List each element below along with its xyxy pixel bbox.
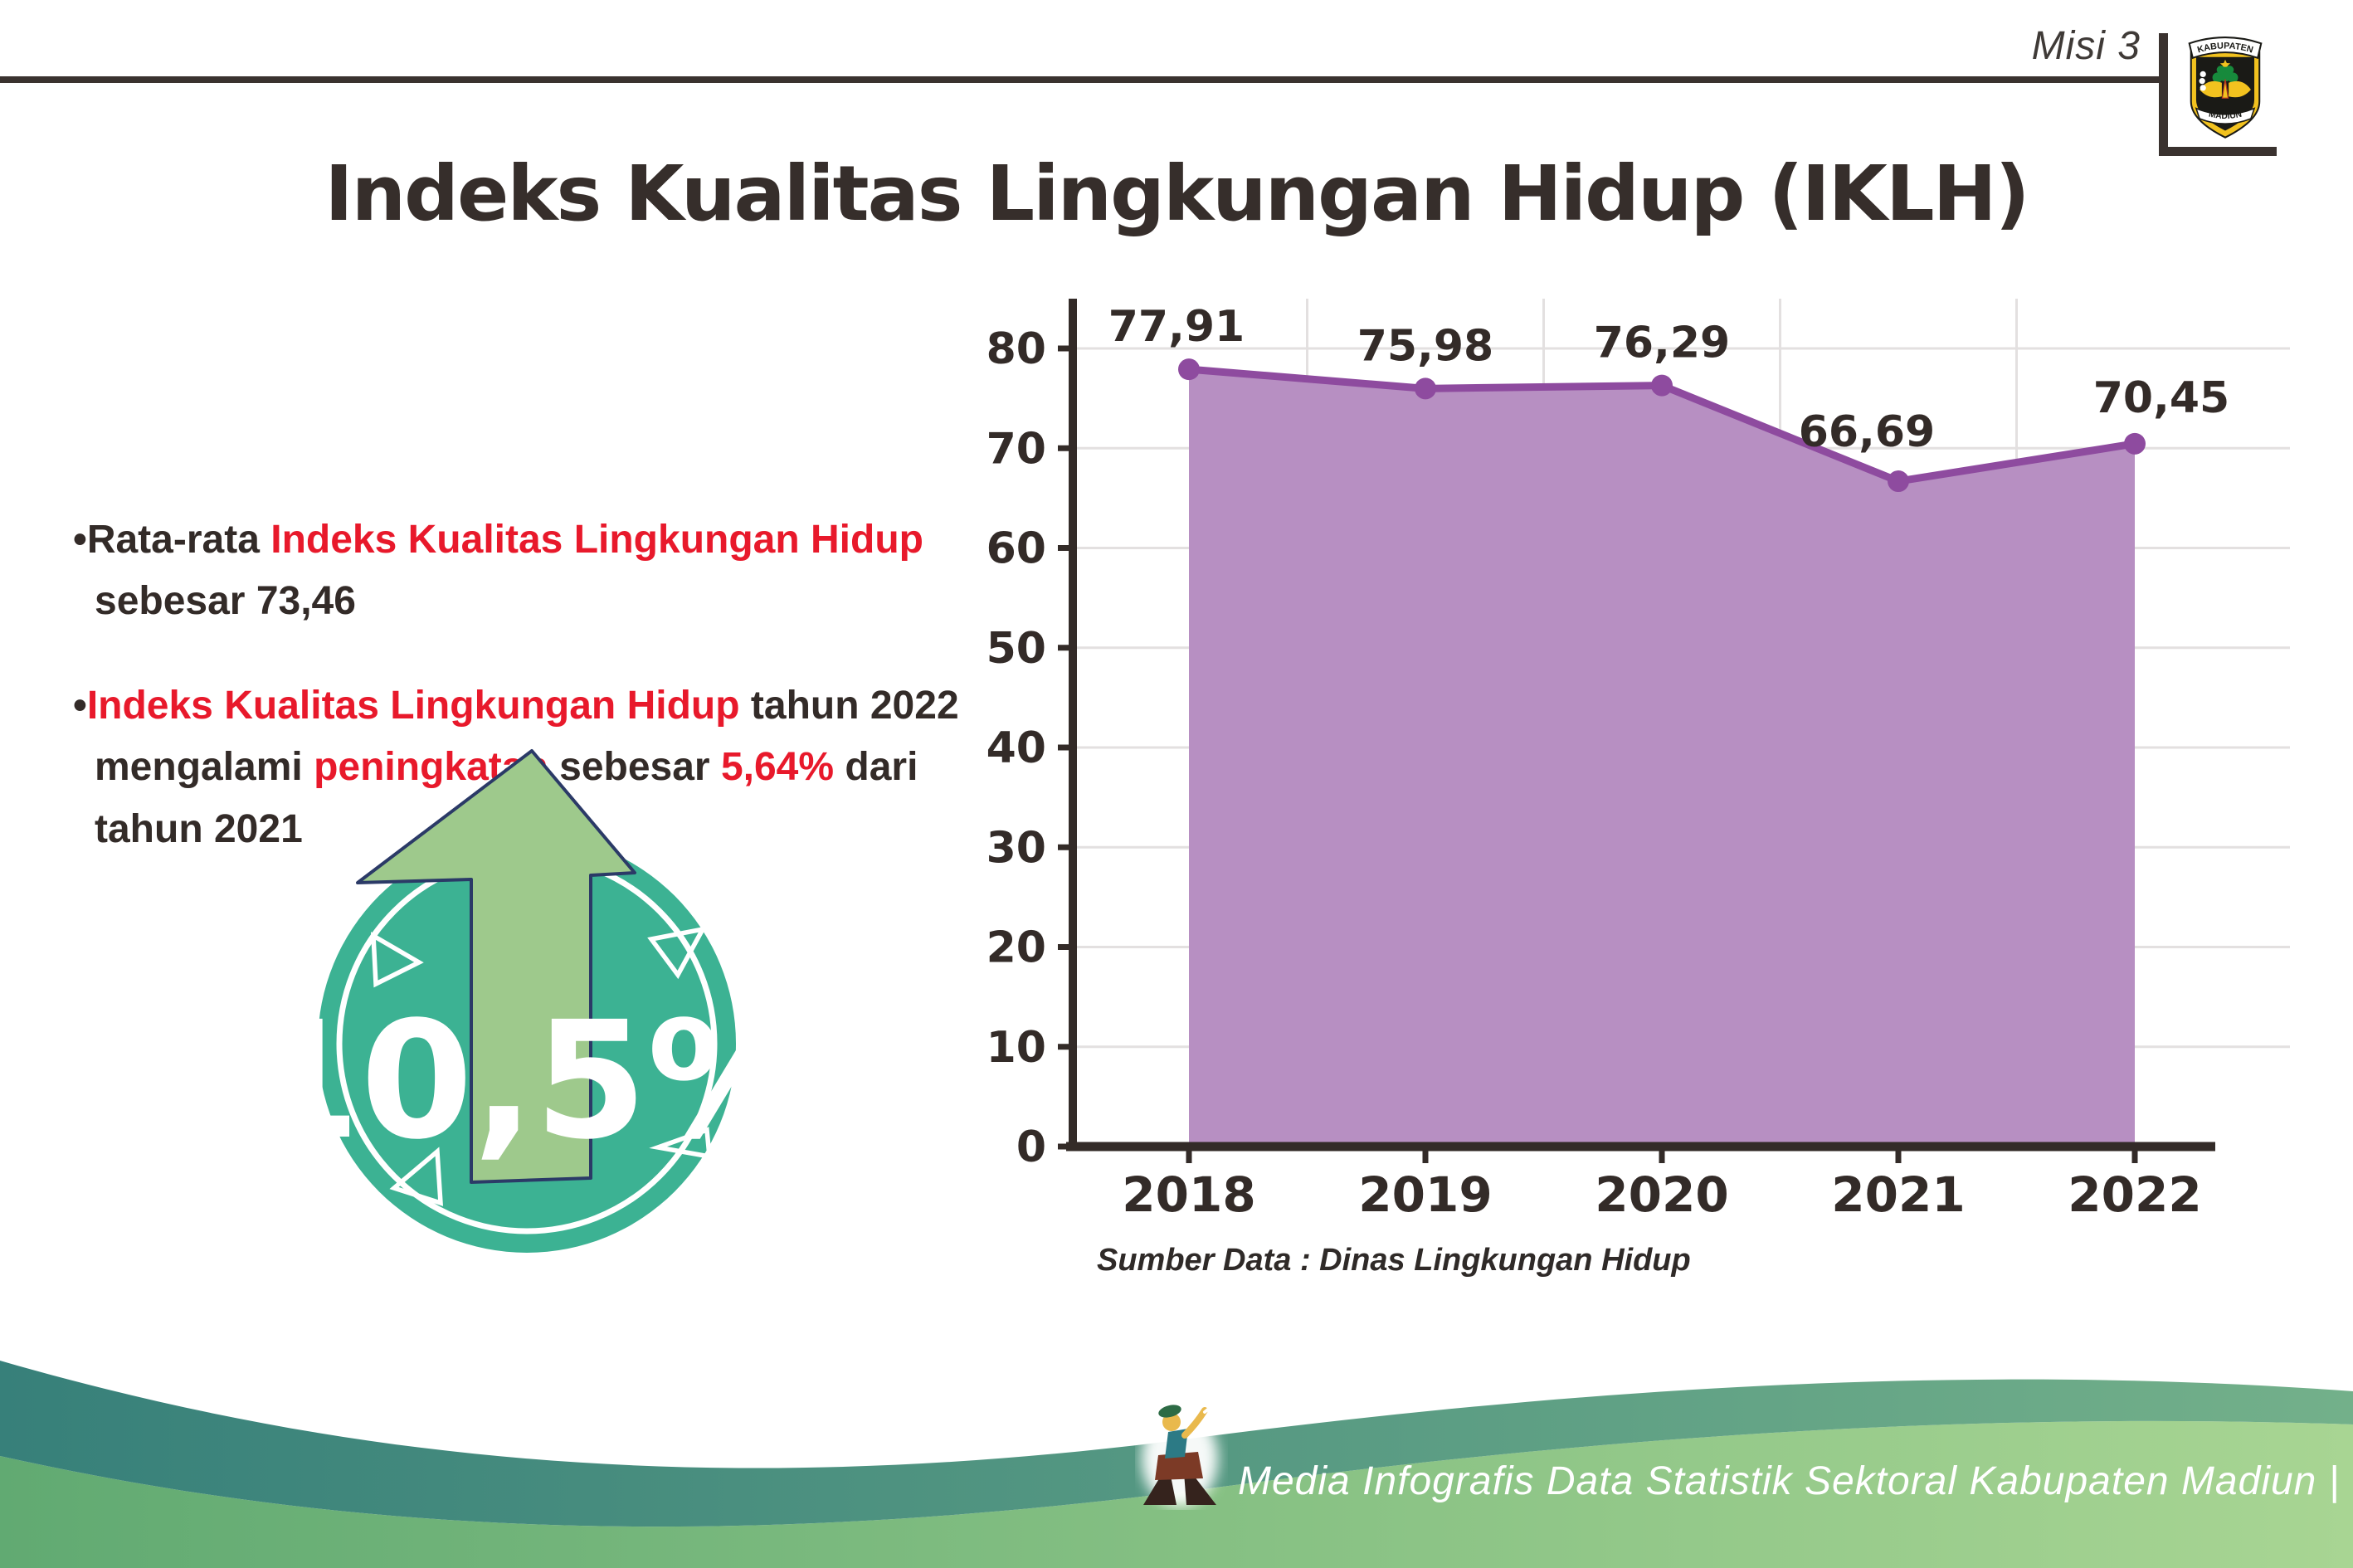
svg-text:2019: 2019: [1358, 1166, 1492, 1223]
svg-text:2020: 2020: [1595, 1166, 1728, 1223]
mascot-icon: [1142, 1404, 1218, 1507]
svg-text:20: 20: [987, 923, 1046, 973]
bullet-marker: •: [73, 684, 87, 728]
svg-text:KABUPATEN: KABUPATEN: [2196, 41, 2254, 55]
up-arrow-icon: [356, 749, 636, 1184]
chart-source-note: Sumber Data : Dinas Lingkungan Hidup: [1097, 1243, 1691, 1278]
header-rule: [0, 76, 2161, 83]
svg-text:10: 10: [987, 1023, 1046, 1073]
svg-text:0: 0: [1016, 1122, 1046, 1172]
svg-text:2021: 2021: [1831, 1166, 1965, 1223]
page-title: Indeks Kualitas Lingkungan Hidup (IKLH): [324, 149, 2029, 238]
logo-frame-horizontal: [2159, 147, 2277, 156]
badge-accent-triangle: [370, 932, 424, 988]
svg-text:50: 50: [987, 624, 1046, 674]
badge-accent-triangle: [649, 1127, 713, 1160]
svg-text:77,91: 77,91: [1108, 302, 1245, 352]
bullet-increase-iklh: •Indeks Kualitas Lingkungan Hidup tahun …: [73, 684, 959, 851]
svg-text:40: 40: [987, 723, 1046, 773]
increase-badge: 10,5%: [295, 749, 776, 1253]
iklh-area-chart: 0 10 20 30 40 50 60 70 80 2018 2019 2020 2021 2022 77,…: [987, 299, 2290, 1223]
badge-accent-triangle: [389, 1147, 444, 1206]
badge-accent-triangle: [647, 926, 708, 980]
svg-text:60: 60: [987, 524, 1046, 574]
svg-text:MADIUN: MADIUN: [2208, 110, 2243, 121]
misi-label: Misi 3: [2031, 24, 2141, 68]
kabupaten-madiun-logo-icon: KABUPATEN MADIUN: [2188, 37, 2263, 139]
svg-text:80: 80: [987, 324, 1046, 374]
badge-value: 10,5%: [295, 986, 776, 1175]
logo-bottom-label: MADIUN: [2208, 110, 2243, 121]
svg-text:66,69: 66,69: [1799, 407, 1935, 457]
svg-text:76,29: 76,29: [1594, 319, 1730, 368]
svg-text:75,98: 75,98: [1357, 321, 1493, 371]
svg-text:30: 30: [987, 823, 1046, 873]
logo-top-label: KABUPATEN: [2196, 41, 2254, 55]
bullet-marker: •: [73, 518, 87, 562]
svg-text:70: 70: [987, 424, 1046, 474]
svg-text:2022: 2022: [2068, 1166, 2201, 1223]
svg-text:70,45: 70,45: [2093, 373, 2229, 423]
bullet-average-iklh: •Rata-rata Indeks Kualitas Lingkungan Hi…: [73, 518, 923, 624]
logo-frame-vertical: [2159, 33, 2168, 156]
svg-text:2018: 2018: [1122, 1166, 1255, 1223]
footer-caption: Media Infografis Data Statistik Sektoral…: [1238, 1459, 2341, 1503]
